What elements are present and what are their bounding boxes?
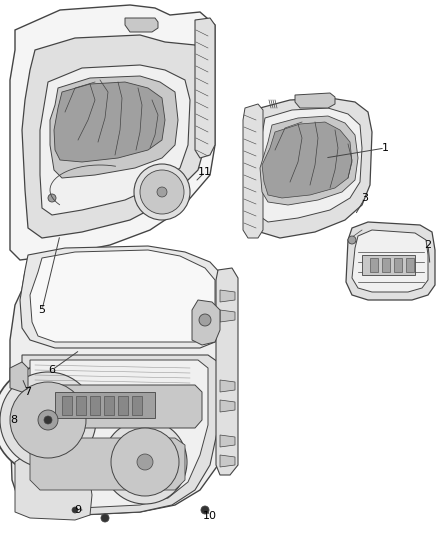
Polygon shape xyxy=(295,93,335,108)
Polygon shape xyxy=(10,5,215,260)
Text: 11: 11 xyxy=(198,167,212,177)
Text: 8: 8 xyxy=(11,415,18,425)
Polygon shape xyxy=(30,438,185,490)
Circle shape xyxy=(44,416,52,424)
Polygon shape xyxy=(90,396,100,415)
Text: 2: 2 xyxy=(424,240,431,250)
Circle shape xyxy=(0,372,96,468)
Polygon shape xyxy=(118,396,128,415)
Polygon shape xyxy=(192,300,220,345)
Polygon shape xyxy=(243,104,263,238)
Text: 6: 6 xyxy=(49,365,56,375)
Polygon shape xyxy=(220,290,235,302)
Polygon shape xyxy=(220,310,235,322)
Polygon shape xyxy=(30,250,215,342)
Circle shape xyxy=(137,454,153,470)
Circle shape xyxy=(72,507,78,513)
Circle shape xyxy=(348,236,356,244)
Polygon shape xyxy=(132,396,142,415)
Polygon shape xyxy=(20,246,222,348)
Polygon shape xyxy=(260,116,358,205)
Circle shape xyxy=(201,506,209,514)
Polygon shape xyxy=(220,435,235,447)
Polygon shape xyxy=(370,258,378,272)
Polygon shape xyxy=(35,385,202,428)
Polygon shape xyxy=(50,76,178,178)
Polygon shape xyxy=(104,396,114,415)
Polygon shape xyxy=(62,396,72,415)
Polygon shape xyxy=(55,392,155,418)
Text: 7: 7 xyxy=(25,387,32,397)
Polygon shape xyxy=(10,268,230,515)
Text: 1: 1 xyxy=(381,143,389,153)
Polygon shape xyxy=(254,108,362,222)
Polygon shape xyxy=(15,452,92,520)
Text: 10: 10 xyxy=(203,511,217,521)
Polygon shape xyxy=(220,455,235,467)
Polygon shape xyxy=(22,355,218,515)
Polygon shape xyxy=(22,35,205,238)
Polygon shape xyxy=(250,98,372,238)
Circle shape xyxy=(157,187,167,197)
Polygon shape xyxy=(362,255,415,275)
Polygon shape xyxy=(262,122,352,198)
Circle shape xyxy=(0,365,103,475)
Text: 3: 3 xyxy=(361,193,368,203)
Circle shape xyxy=(111,428,179,496)
Circle shape xyxy=(48,194,56,202)
Circle shape xyxy=(10,382,86,458)
Polygon shape xyxy=(406,258,414,272)
Circle shape xyxy=(199,314,211,326)
Circle shape xyxy=(38,410,58,430)
Polygon shape xyxy=(195,18,215,158)
Polygon shape xyxy=(40,65,190,215)
Polygon shape xyxy=(76,396,86,415)
Polygon shape xyxy=(382,258,390,272)
Polygon shape xyxy=(10,362,28,392)
Text: 5: 5 xyxy=(39,305,46,315)
Circle shape xyxy=(134,164,190,220)
Polygon shape xyxy=(54,82,165,162)
Circle shape xyxy=(103,420,187,504)
Circle shape xyxy=(140,170,184,214)
Circle shape xyxy=(101,514,109,522)
Polygon shape xyxy=(220,400,235,412)
Polygon shape xyxy=(30,360,208,508)
Polygon shape xyxy=(216,268,238,475)
Polygon shape xyxy=(346,222,435,300)
Polygon shape xyxy=(394,258,402,272)
Polygon shape xyxy=(125,18,158,32)
Text: 9: 9 xyxy=(74,505,81,515)
Polygon shape xyxy=(352,230,428,292)
Polygon shape xyxy=(220,380,235,392)
